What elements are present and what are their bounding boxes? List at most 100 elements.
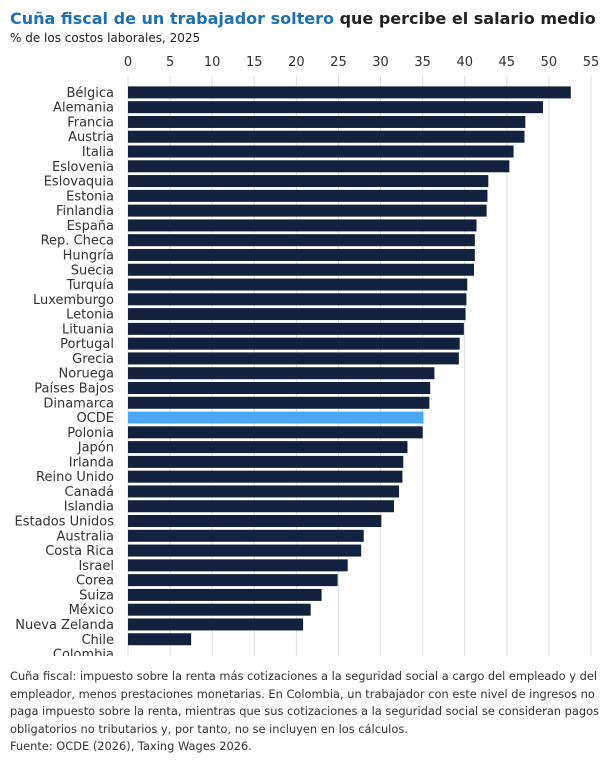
category-label: México xyxy=(69,603,114,618)
category-label: Estados Unidos xyxy=(14,515,114,530)
x-tick-label: 15 xyxy=(246,55,263,70)
category-label: Costa Rica xyxy=(45,544,114,559)
category-label: Italia xyxy=(82,145,114,160)
category-label: Francia xyxy=(67,115,114,130)
chart-title-rest: que percibe el salario medio xyxy=(334,9,596,28)
category-label: España xyxy=(67,219,114,234)
bar-alemania xyxy=(128,101,544,114)
bar-canadá xyxy=(128,485,400,498)
bar-turquía xyxy=(128,278,468,291)
category-label: Suiza xyxy=(79,588,114,603)
bar-bélgica xyxy=(128,86,571,99)
x-tick-label: 40 xyxy=(456,55,473,70)
category-label: Reino Unido xyxy=(36,470,114,485)
category-label: Lituania xyxy=(62,322,114,337)
chart-subtitle: % de los costos laborales, 2025 xyxy=(10,31,201,45)
category-label: Eslovaquia xyxy=(44,175,114,190)
note-source: Fuente: OCDE (2026), Taxing Wages 2026. xyxy=(10,739,252,754)
category-label: Colombia xyxy=(53,648,114,656)
category-labels: BélgicaAlemaniaFranciaAustriaItaliaEslov… xyxy=(14,86,114,656)
bar-japón xyxy=(128,441,408,454)
bar-polonia xyxy=(128,426,423,439)
category-label: Grecia xyxy=(72,352,114,367)
bar-eslovenia xyxy=(128,160,510,173)
x-tick-label: 20 xyxy=(288,55,305,70)
category-label: Alemania xyxy=(53,101,114,116)
bar-irlanda xyxy=(128,455,404,468)
category-label: Dinamarca xyxy=(43,396,114,411)
bar-chart: 0 5 10 15 20 25 30 35 40 45 50 55 BélgicaAlemaniaFr… xyxy=(14,55,599,656)
x-tick-label: 30 xyxy=(372,55,389,70)
bars xyxy=(128,86,571,646)
category-label: Eslovenia xyxy=(52,160,114,175)
bar-letonia xyxy=(128,308,466,321)
bar-finlandia xyxy=(128,204,487,217)
bar-dinamarca xyxy=(128,396,430,409)
bar-suiza xyxy=(128,588,322,601)
category-label: Letonia xyxy=(66,308,114,323)
bar-lituania xyxy=(128,322,464,335)
bar-estados-unidos xyxy=(128,515,382,528)
bar-francia xyxy=(128,115,526,128)
category-label: Polonia xyxy=(67,426,114,441)
chart-title-highlight: Cuña fiscal de un trabajador soltero xyxy=(10,9,334,28)
category-label: Hungría xyxy=(63,248,114,263)
bar-portugal xyxy=(128,337,460,350)
bar-australia xyxy=(128,529,364,542)
bar-méxico xyxy=(128,603,311,616)
x-tick-label: 50 xyxy=(541,55,558,70)
category-label: Corea xyxy=(76,574,114,589)
category-label: Chile xyxy=(81,633,114,648)
bar-italia xyxy=(128,145,514,158)
bar-reino-unido xyxy=(128,470,403,483)
category-label: Portugal xyxy=(60,337,114,352)
category-label: Australia xyxy=(56,529,114,544)
category-label: Turquía xyxy=(66,278,114,293)
category-label: Suecia xyxy=(71,263,114,278)
bar-eslovaquia xyxy=(128,175,489,188)
category-label: OCDE xyxy=(76,411,114,426)
bar-chile xyxy=(128,633,192,646)
category-label: Irlanda xyxy=(69,455,114,470)
bar-rep-checa xyxy=(128,234,475,247)
bar-estonia xyxy=(128,189,488,202)
category-label: Nueva Zelanda xyxy=(15,618,114,633)
category-label: Islandia xyxy=(64,500,114,515)
bar-islandia xyxy=(128,500,395,513)
bar-corea xyxy=(128,574,338,587)
bar-austria xyxy=(128,130,525,143)
bar-suecia xyxy=(128,263,474,276)
bar-españa xyxy=(128,219,477,232)
category-label: Luxemburgo xyxy=(33,293,114,308)
category-label: Bélgica xyxy=(66,86,114,101)
x-tick-label: 25 xyxy=(330,55,347,70)
bar-luxemburgo xyxy=(128,293,467,306)
category-label: Rep. Checa xyxy=(41,234,114,249)
x-tick-label: 35 xyxy=(414,55,431,70)
bar-ocde xyxy=(128,411,424,424)
note-definition: Cuña fiscal: impuesto sobre la renta más… xyxy=(10,669,599,736)
bar-nueva-zelanda xyxy=(128,618,304,631)
x-tick-label: 5 xyxy=(166,55,174,70)
bar-grecia xyxy=(128,352,459,365)
bar-hungría xyxy=(128,248,475,261)
category-label: Israel xyxy=(78,559,114,574)
category-label: Finlandia xyxy=(56,204,114,219)
x-tick-label: 0 xyxy=(124,55,132,70)
bar-costa-rica xyxy=(128,544,362,557)
category-label: Países Bajos xyxy=(34,381,114,396)
category-label: Japón xyxy=(77,441,114,456)
bar-países-bajos xyxy=(128,381,431,394)
x-tick-label: 45 xyxy=(499,55,516,70)
category-label: Canadá xyxy=(65,485,114,500)
category-label: Noruega xyxy=(59,367,114,382)
category-label: Austria xyxy=(68,130,114,145)
x-tick-label: 10 xyxy=(204,55,221,70)
x-tick-label: 55 xyxy=(583,55,600,70)
x-axis-ticks: 0 5 10 15 20 25 30 35 40 45 50 55 xyxy=(124,55,599,70)
bar-noruega xyxy=(128,367,435,380)
chart-title: Cuña fiscal de un trabajador soltero que… xyxy=(10,9,596,28)
bar-israel xyxy=(128,559,348,572)
category-label: Estonia xyxy=(66,189,114,204)
chart-notes: Cuña fiscal: impuesto sobre la renta más… xyxy=(10,668,602,756)
